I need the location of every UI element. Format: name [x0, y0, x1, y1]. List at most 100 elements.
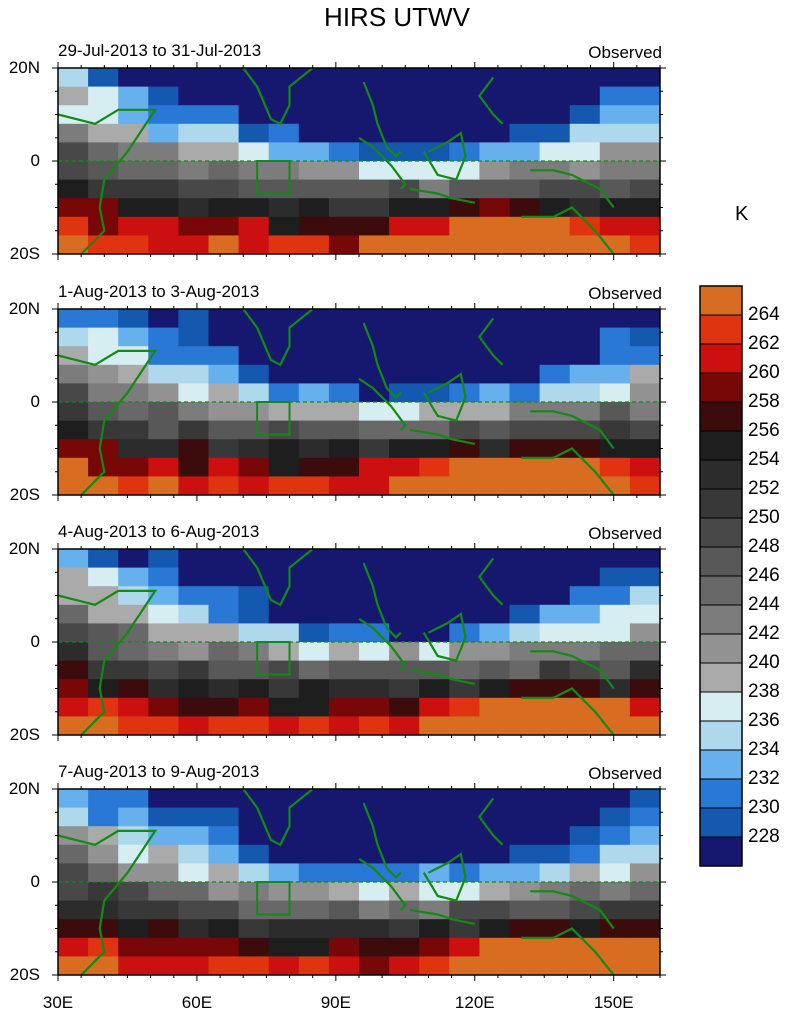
field-cell: [298, 179, 330, 199]
field-cell: [298, 439, 330, 459]
field-cell: [208, 142, 240, 162]
field-cell: [268, 660, 300, 680]
x-tick-label: 120E: [454, 993, 495, 1012]
field-cell: [569, 937, 601, 957]
field-cell: [359, 457, 390, 477]
field-cell: [88, 844, 119, 864]
field-cell: [509, 697, 541, 717]
field-cell: [449, 86, 480, 106]
field-cell: [118, 863, 149, 883]
field-cell: [419, 198, 450, 218]
field-cell: [148, 142, 179, 162]
field-cell: [599, 457, 631, 477]
field-cell: [539, 844, 571, 864]
field-cell: [569, 623, 601, 643]
field-cell: [599, 844, 631, 864]
field-cell: [539, 86, 571, 106]
field-cell: [298, 383, 330, 403]
field-cell: [569, 383, 601, 403]
field-cell: [359, 937, 390, 957]
field-cell: [569, 679, 601, 699]
field-cell: [88, 86, 119, 106]
field-cell: [509, 900, 541, 920]
field-cell: [238, 567, 270, 587]
field-cell: [238, 179, 270, 199]
field-cell: [238, 439, 270, 459]
field-cell: [629, 364, 660, 384]
field-cell: [449, 457, 480, 477]
field-cell: [599, 623, 631, 643]
field-cell: [419, 68, 450, 88]
field-cell: [539, 623, 571, 643]
field-cell: [58, 882, 89, 902]
field-cell: [509, 327, 541, 347]
field-cell: [359, 216, 390, 236]
coastline: [242, 309, 315, 367]
field-cell: [178, 216, 210, 236]
field-cell: [118, 716, 149, 735]
field-cell: [268, 68, 300, 88]
field-cell: [88, 402, 119, 422]
field-cell: [178, 402, 210, 422]
field-cell: [389, 327, 420, 347]
field-cell: [449, 882, 480, 902]
field-cell: [268, 198, 300, 218]
field-cell: [629, 179, 660, 199]
field-cell: [389, 789, 420, 809]
field-cell: [88, 956, 119, 975]
y-tick-label: 20S: [9, 244, 40, 263]
field-cell: [178, 235, 210, 254]
field-cell: [629, 956, 660, 975]
field-cell: [298, 327, 330, 347]
field-cell: [479, 179, 511, 199]
colorbar-level-label: 232: [748, 768, 780, 789]
field-cell: [389, 142, 420, 162]
field-cell: [178, 346, 210, 366]
field-cell: [208, 623, 240, 643]
field-cell: [509, 660, 541, 680]
field-cell: [268, 789, 300, 809]
field-cell: [328, 586, 360, 606]
field-cell: [509, 105, 541, 125]
field-cell: [298, 68, 330, 88]
colorbar-level-label: 254: [748, 449, 780, 470]
field-cell: [449, 826, 480, 846]
field-cell: [328, 807, 360, 827]
field-cell: [629, 863, 660, 883]
field-cell: [479, 235, 511, 254]
field-cell: [389, 844, 420, 864]
field-cell: [449, 937, 480, 957]
field-cell: [88, 604, 119, 624]
field-cell: [359, 161, 390, 181]
field-cell: [208, 882, 240, 902]
field-cell: [298, 604, 330, 624]
coastline: [422, 131, 467, 181]
field-cell: [449, 642, 480, 662]
field-cell: [509, 604, 541, 624]
field-cell: [599, 586, 631, 606]
colorbar-level-label: 250: [748, 507, 780, 528]
coastline: [362, 802, 402, 879]
colorbar-swatch: [700, 547, 742, 577]
field-cell: [208, 420, 240, 440]
field-cell: [268, 956, 300, 975]
field-cell: [118, 642, 149, 662]
field-cell: [208, 123, 240, 143]
field-cell: [298, 142, 330, 162]
field-cell: [419, 123, 450, 143]
field-cell: [479, 789, 511, 809]
field-cell: [599, 105, 631, 125]
field-cell: [328, 642, 360, 662]
field-cell: [419, 346, 450, 366]
field-cell: [599, 402, 631, 422]
field-cell: [509, 123, 541, 143]
field-cell: [298, 623, 330, 643]
field-cell: [599, 642, 631, 662]
field-cell: [58, 123, 89, 143]
field-cell: [118, 567, 149, 587]
field-cell: [298, 216, 330, 236]
colorbar-level-label: 256: [748, 420, 780, 441]
field-cell: [449, 697, 480, 717]
field-cell: [479, 679, 511, 699]
field-cell: [479, 956, 511, 975]
